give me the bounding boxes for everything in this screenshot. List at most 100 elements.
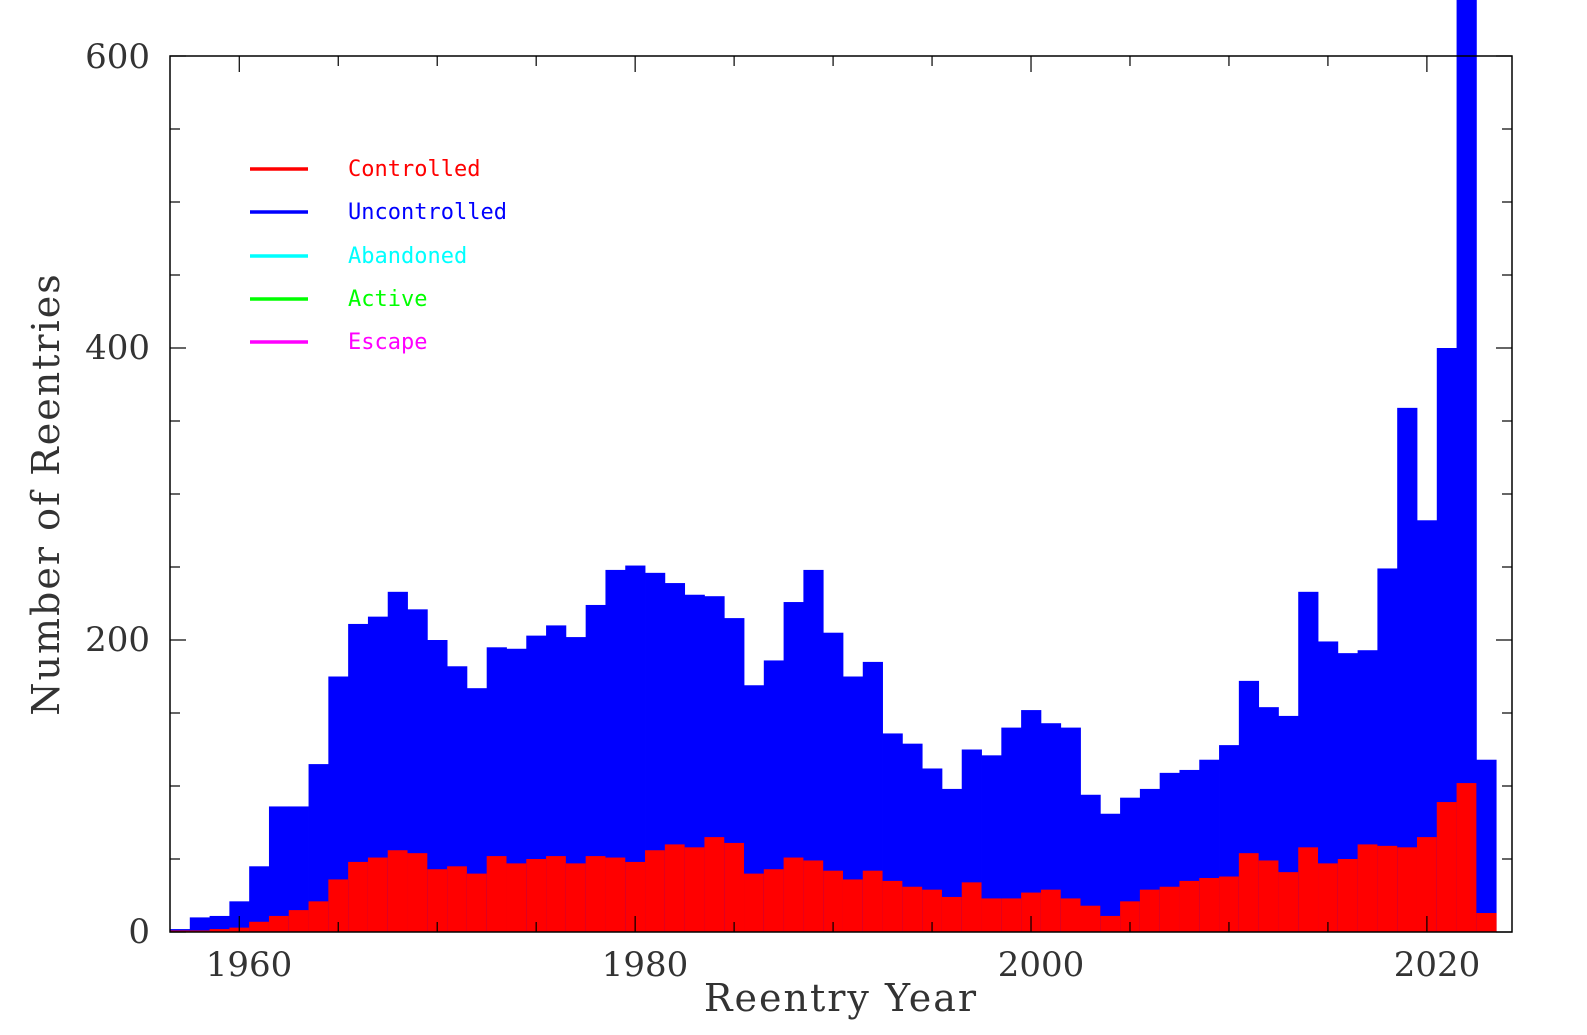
bar-uncontrolled-2014: [1298, 591, 1319, 932]
bar-uncontrolled-2015: [1318, 641, 1339, 932]
bar-uncontrolled-2020: [1416, 520, 1438, 932]
bar-controlled-1964: [308, 901, 329, 932]
bar-controlled-1968: [387, 850, 408, 932]
bar-controlled-1979: [605, 857, 626, 932]
bar-controlled-1987: [763, 869, 784, 932]
x-tick-label-1960: 1960: [206, 945, 293, 985]
bar-controlled-1996: [941, 896, 963, 932]
bar-uncontrolled-1976: [546, 625, 567, 932]
bar-uncontrolled-2005: [1120, 797, 1141, 932]
y-tick-label-0: 0: [128, 912, 150, 952]
bar-controlled-1988: [783, 857, 804, 932]
bar-controlled-2009: [1199, 877, 1220, 932]
bar-uncontrolled-2000: [1021, 710, 1042, 932]
x-tick-label-2020: 2020: [1394, 945, 1481, 985]
bar-uncontrolled-1964: [308, 764, 329, 932]
bar-controlled-1985: [724, 842, 745, 932]
bar-controlled-2006: [1139, 889, 1161, 932]
bar-uncontrolled-1979: [605, 569, 626, 932]
bar-uncontrolled-2003: [1080, 794, 1101, 932]
bar-uncontrolled-2022: [1456, 0, 1477, 933]
legend: Controlled Uncontrolled Abandoned Active…: [250, 157, 507, 355]
bar-uncontrolled-2023: [1476, 759, 1497, 932]
bar-controlled-2017: [1357, 844, 1378, 932]
bar-uncontrolled-1986: [744, 685, 765, 932]
bar-controlled-2014: [1298, 847, 1319, 932]
bar-uncontrolled-1991: [842, 676, 864, 932]
bar-uncontrolled-1971: [447, 666, 468, 932]
bar-uncontrolled-1975: [526, 635, 547, 932]
bar-controlled-1990: [823, 870, 844, 932]
bar-controlled-2002: [1060, 898, 1081, 932]
bar-controlled-1965: [328, 879, 349, 932]
x-axis-title: Reentry Year: [704, 976, 978, 1020]
bar-controlled-1981: [645, 850, 666, 932]
bar-controlled-1970: [427, 869, 448, 932]
bar-controlled-2020: [1416, 837, 1438, 932]
bar-uncontrolled-1963: [288, 806, 309, 932]
bar-uncontrolled-1970: [427, 640, 448, 932]
bar-controlled-1966: [348, 861, 369, 932]
bar-controlled-2011: [1238, 853, 1260, 932]
plot-frame: [169, 55, 1513, 933]
bar-controlled-1959: [209, 929, 230, 932]
bar-controlled-1983: [684, 847, 705, 932]
bar-controlled-1984: [704, 837, 725, 932]
bar-controlled-1993: [882, 880, 903, 932]
bar-uncontrolled-1967: [367, 616, 389, 932]
bar-uncontrolled-1994: [902, 743, 923, 932]
bars-layer: [170, 0, 1497, 933]
bar-uncontrolled-1978: [585, 604, 606, 932]
legend-label-escape: Escape: [348, 330, 427, 355]
bar-controlled-1997: [961, 882, 982, 932]
bar-uncontrolled-2019: [1397, 407, 1418, 932]
bar-controlled-1969: [407, 853, 428, 932]
legend-label-abandoned: Abandoned: [348, 244, 467, 269]
bar-uncontrolled-1992: [862, 661, 883, 932]
bar-uncontrolled-1958: [189, 917, 210, 932]
bar-controlled-2005: [1120, 901, 1141, 932]
bar-controlled-1967: [367, 857, 389, 932]
bar-controlled-2018: [1377, 845, 1398, 932]
bar-controlled-2012: [1258, 860, 1279, 932]
bar-uncontrolled-1996: [941, 788, 963, 932]
bar-uncontrolled-2004: [1100, 813, 1121, 932]
x-tick-label-2000: 2000: [998, 945, 1085, 985]
bar-controlled-2007: [1159, 886, 1180, 932]
bar-controlled-2022: [1456, 783, 1477, 932]
y-axis-title: Number of Reentries: [24, 272, 68, 715]
bar-uncontrolled-1980: [625, 565, 646, 932]
bar-uncontrolled-1968: [387, 591, 408, 932]
bar-uncontrolled-1965: [328, 676, 349, 932]
bar-uncontrolled-1999: [1001, 727, 1022, 932]
bar-controlled-1980: [625, 861, 646, 932]
bar-controlled-1989: [803, 860, 824, 932]
bar-uncontrolled-2018: [1377, 568, 1398, 932]
bar-uncontrolled-1966: [348, 623, 369, 932]
bar-controlled-2000: [1021, 892, 1042, 932]
legend-label-uncontrolled: Uncontrolled: [348, 200, 507, 225]
bar-controlled-1977: [565, 863, 587, 932]
bar-controlled-1994: [902, 886, 923, 932]
bar-uncontrolled-1961: [249, 866, 270, 932]
bar-controlled-2003: [1080, 905, 1101, 932]
bar-controlled-1961: [249, 921, 270, 932]
y-tick-label-200: 200: [85, 620, 150, 660]
bar-controlled-1998: [981, 898, 1002, 932]
bar-controlled-2019: [1397, 847, 1418, 932]
bar-uncontrolled-1981: [645, 572, 666, 932]
bar-controlled-2001: [1040, 889, 1062, 932]
bar-controlled-1976: [546, 856, 567, 932]
ticks-layer: [170, 55, 1512, 933]
bar-uncontrolled-1988: [783, 602, 804, 932]
bar-uncontrolled-1962: [268, 806, 290, 932]
bar-controlled-1973: [486, 856, 507, 932]
bar-controlled-1978: [585, 856, 606, 932]
bar-controlled-2023: [1476, 913, 1497, 932]
y-tick-label-400: 400: [85, 328, 150, 368]
legend-label-active: Active: [348, 287, 427, 312]
bar-controlled-2013: [1278, 872, 1299, 932]
bar-controlled-1999: [1001, 898, 1022, 932]
bar-uncontrolled-2002: [1060, 727, 1081, 932]
